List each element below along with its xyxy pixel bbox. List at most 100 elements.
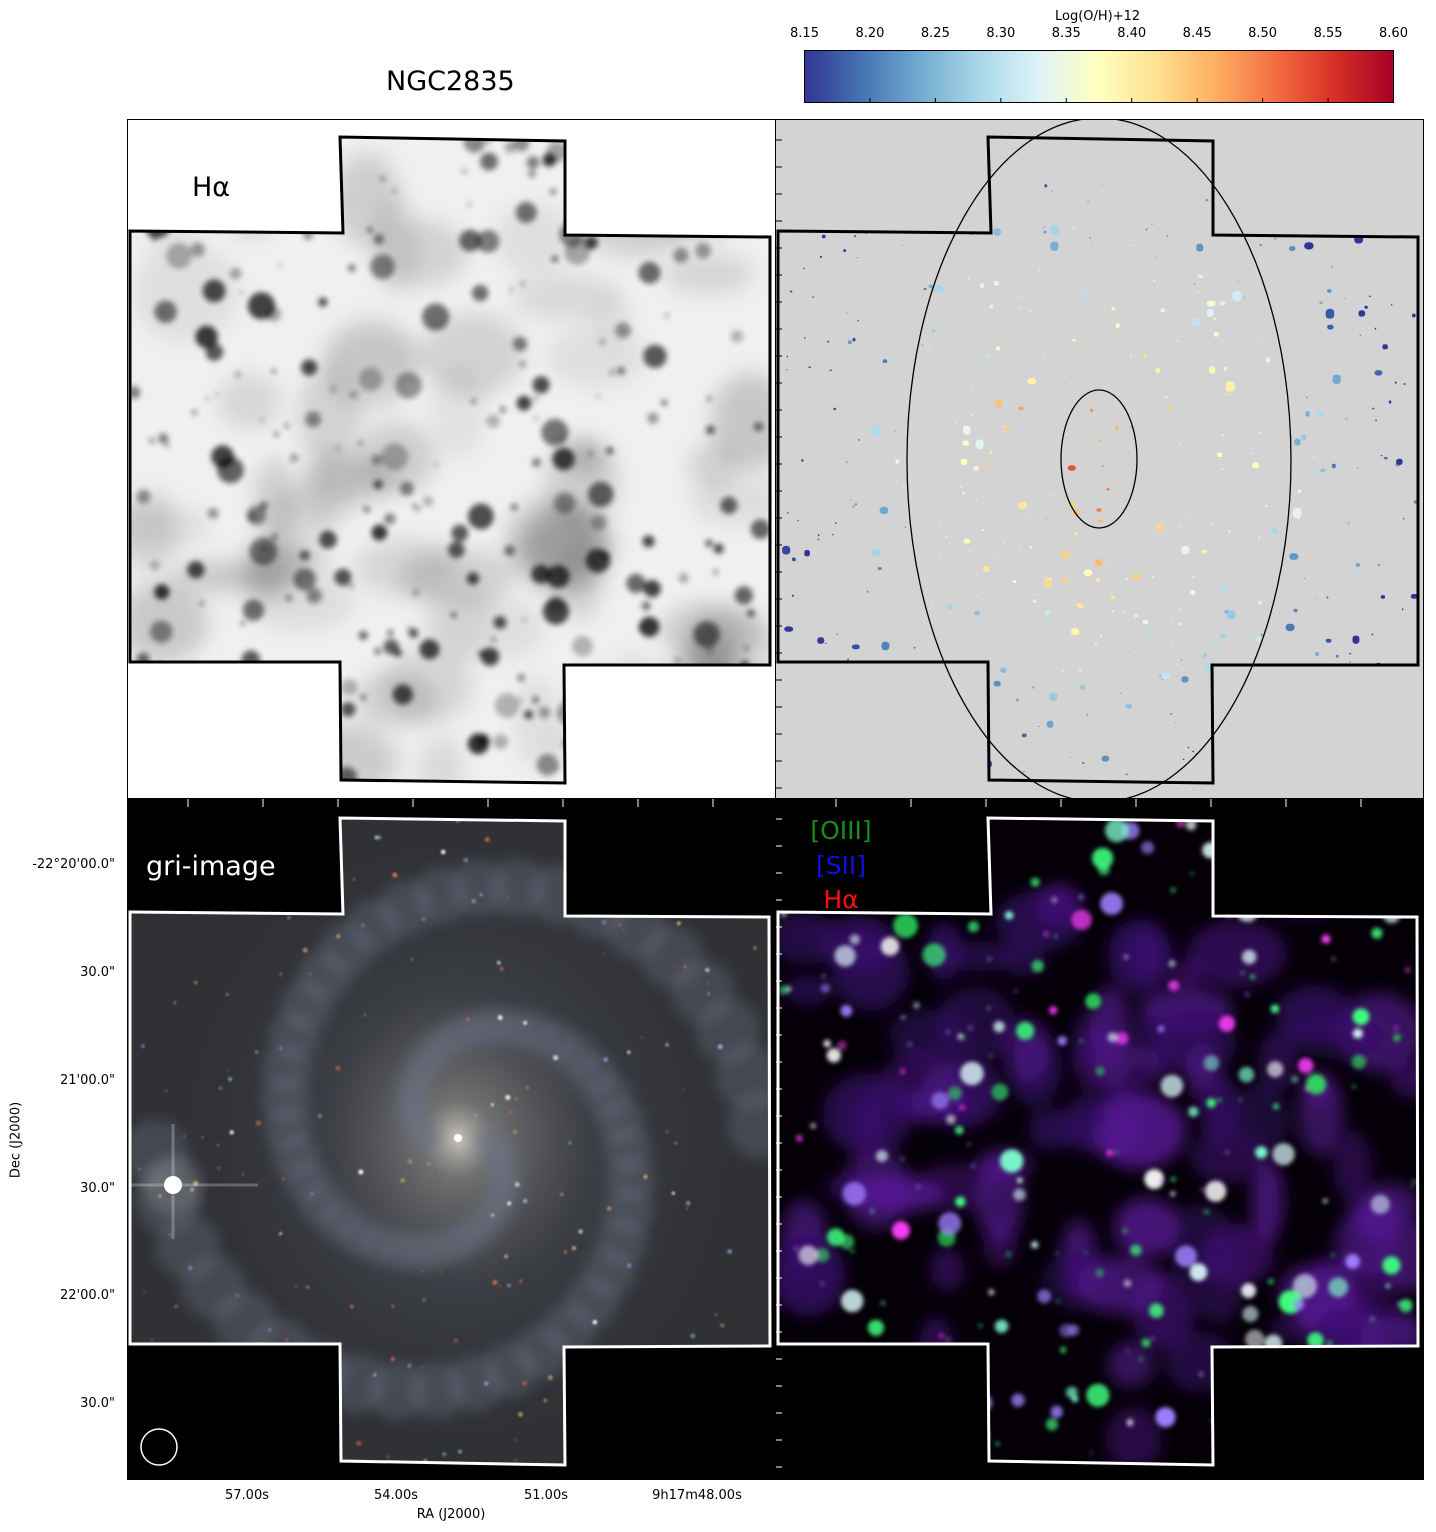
hii-region: [955, 423, 957, 425]
hii-region: [1250, 698, 1252, 700]
hii-region: [1382, 344, 1388, 350]
hii-region: [881, 787, 883, 789]
hii-region: [1284, 776, 1287, 779]
x-tick-label: 9h17m48.00s: [652, 1488, 742, 1503]
colorbar-tick-label: 8.55: [1313, 26, 1343, 41]
hii-region: [804, 550, 810, 557]
hii-region: [1043, 230, 1047, 234]
hii-region: [789, 290, 793, 293]
hii-region: [984, 465, 988, 469]
hii-region: [1306, 672, 1309, 674]
hii-region: [1339, 741, 1342, 744]
hii-region: [971, 414, 974, 417]
hii-region: [1106, 488, 1110, 491]
hii-region: [1289, 246, 1296, 252]
hii-region: [1152, 575, 1155, 578]
hii-region: [866, 591, 869, 593]
hii-region: [1357, 467, 1359, 469]
hii-region: [817, 637, 825, 644]
hii-region: [993, 680, 1001, 687]
hii-region: [1327, 289, 1332, 293]
hii-region: [989, 285, 992, 288]
hii-region: [1380, 454, 1383, 457]
hii-region: [974, 611, 980, 616]
hii-region: [857, 319, 859, 322]
hii-region: [1206, 300, 1216, 307]
hii-region: [1301, 434, 1307, 441]
hii-region: [1288, 355, 1293, 359]
hii-region: [967, 766, 973, 772]
hii-region: [1396, 458, 1403, 465]
hii-region: [1185, 513, 1188, 516]
hii-region: [1180, 658, 1184, 662]
hii-region: [1344, 206, 1346, 208]
hii-region: [825, 223, 831, 227]
hii-region: [1181, 545, 1190, 555]
hii-region: [1315, 651, 1319, 656]
hii-region: [1193, 283, 1196, 285]
hii-region: [913, 646, 916, 649]
hii-region: [1051, 190, 1053, 192]
hii-region: [1219, 458, 1221, 460]
hii-region: [871, 548, 880, 557]
hii-region: [1106, 561, 1108, 563]
hii-region: [1101, 184, 1103, 186]
hii-region: [1197, 365, 1199, 367]
hii-region: [1388, 691, 1393, 695]
hii-region: [847, 340, 852, 345]
hii-region: [1317, 709, 1320, 712]
hii-region: [1238, 652, 1241, 654]
hii-region: [1145, 228, 1148, 231]
hii-region: [881, 191, 884, 193]
y-tick-label: 30.0": [80, 1396, 115, 1411]
hii-region: [860, 433, 862, 435]
hii-region: [1325, 308, 1335, 319]
hii-region: [1220, 634, 1226, 639]
hii-region: [905, 421, 907, 423]
hii-region: [1050, 241, 1059, 251]
y-tick-label: 30.0": [80, 1181, 115, 1196]
hii-region: [1377, 759, 1387, 770]
hii-region: [1012, 580, 1017, 583]
colorbar-tick-label: 8.25: [920, 26, 950, 41]
hii-region: [989, 450, 993, 455]
psf-beam: [140, 1428, 178, 1466]
hii-region: [800, 459, 804, 462]
hii-region: [960, 458, 968, 465]
hii-region: [1209, 271, 1212, 274]
hii-region: [973, 457, 976, 460]
hii-region: [821, 234, 826, 239]
hii-region: [966, 623, 969, 625]
hii-region: [1371, 633, 1374, 636]
hii-region: [1320, 545, 1322, 547]
hii-region: [921, 730, 924, 733]
hii-region: [1044, 356, 1046, 358]
hii-region: [1402, 518, 1405, 520]
hii-region: [1171, 523, 1173, 525]
hii-region: [1182, 758, 1185, 761]
hii-region: [881, 641, 890, 651]
hii-region: [1293, 733, 1295, 735]
hii-region: [977, 595, 979, 597]
hii-region: [1252, 591, 1254, 593]
hii-region: [1305, 411, 1310, 417]
hii-region: [827, 340, 830, 343]
hii-region: [1318, 724, 1320, 727]
hii-region: [892, 330, 894, 333]
hii-region: [1177, 340, 1179, 342]
hii-region: [1339, 691, 1342, 694]
hii-region: [1166, 407, 1172, 411]
hii-region: [1049, 693, 1058, 701]
hii-region: [1210, 523, 1213, 525]
hii-region: [992, 432, 995, 434]
hii-region: [960, 202, 963, 204]
hii-region: [1383, 456, 1388, 460]
hii-region: [1220, 671, 1222, 673]
hii-region: [923, 287, 927, 291]
hii-region: [884, 727, 887, 729]
hii-region: [1094, 559, 1103, 566]
hii-region: [1340, 186, 1346, 192]
hii-region: [1390, 304, 1393, 306]
hii-region: [1141, 571, 1144, 573]
hii-region: [1077, 604, 1079, 606]
